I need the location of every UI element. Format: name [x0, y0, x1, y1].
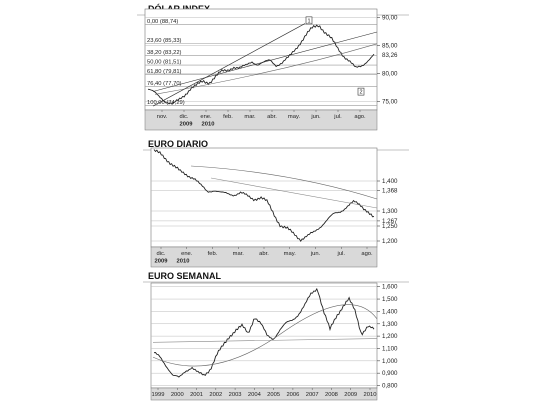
year-label: 2010 — [202, 122, 215, 128]
y-tick-label: 0,800 — [382, 383, 398, 390]
y-tick-label: 1,400 — [382, 308, 398, 315]
x-tick-label: dic. — [156, 251, 165, 257]
y-tick-label: 1,400 — [382, 178, 398, 185]
chart-panel-3: EURO SEMANAL 1,600 1,500 1,400 1,300 1,200 1,1… — [143, 271, 409, 401]
y-tick-label: 1,300 — [382, 208, 398, 215]
y-tick-label: 90,00 — [382, 14, 398, 21]
y-tick-label: 80,00 — [382, 71, 398, 78]
price-series — [147, 24, 375, 105]
x-tick-label: abr. — [259, 251, 269, 257]
moving-average — [152, 304, 378, 367]
x-axis: dic. ene. feb. mar. abr. may. jun. jul. ago. 2009… — [150, 246, 378, 268]
x-tick-label: feb. — [208, 251, 218, 257]
y-tick-label: 1,000 — [382, 358, 398, 365]
x-tick-label: 2000 — [171, 392, 184, 398]
moving-average — [154, 43, 378, 95]
x-tick-label: abr. — [267, 114, 277, 120]
fib-level-label: 38,20 (83,22) — [147, 50, 182, 56]
marker-box — [357, 87, 365, 96]
moving-average — [190, 165, 378, 200]
x-axis-band — [144, 109, 378, 131]
y-tick-label: 1,200 — [382, 333, 398, 340]
price-series — [153, 149, 375, 243]
x-tick-label: may. — [288, 114, 301, 120]
fib-level-label: 50,00 (81,51) — [147, 60, 182, 66]
y-tick-label: 1,300 — [382, 321, 398, 328]
y-tick-label: 1,368 — [382, 188, 398, 195]
y-tick-label: 75,00 — [382, 99, 398, 106]
x-tick-label: 2009 — [344, 392, 357, 398]
y-tick-label: 1,250 — [382, 223, 398, 230]
x-tick-label: 2006 — [286, 392, 299, 398]
x-axis: 1999 2000 2001 2002 2003 2004 2005 2006 2007 2008… — [150, 387, 378, 401]
marker-label: 1 — [307, 18, 310, 24]
x-tick-label: jun. — [310, 251, 321, 257]
trend-line — [152, 23, 306, 107]
x-tick-label: jun. — [310, 114, 321, 120]
x-tick-label: 2004 — [248, 392, 262, 398]
x-tick-label: mar. — [233, 251, 245, 257]
y-tick-label: 1,100 — [382, 345, 398, 352]
fib-level-label: 61,80 (79,81) — [147, 69, 182, 75]
x-tick-label: may. — [284, 251, 297, 257]
x-tick-label: ene. — [181, 251, 193, 257]
x-tick-label: jul. — [337, 251, 346, 257]
chart-title: EURO DIARIO — [148, 139, 208, 149]
x-tick-label: mar. — [244, 114, 256, 120]
y-tick-label: 0,900 — [382, 370, 398, 377]
y-tick-label: 1,200 — [382, 238, 398, 245]
x-axis-band — [150, 387, 378, 401]
chart-title: EURO SEMANAL — [148, 271, 222, 281]
marker-label: 2 — [359, 90, 362, 96]
x-tick-label: 2005 — [267, 392, 280, 398]
x-axis: nov. dic. ene. feb. mar. abr. may. jun. jul. ago.… — [144, 109, 378, 131]
x-tick-label: 2008 — [325, 392, 338, 398]
price-series — [153, 287, 375, 378]
chart-panel-1: DÓLAR INDEX 90,00 85,00 80,00 75,00 0,00 (88,… — [137, 3, 409, 131]
fib-level-label: 23,60 (85,33) — [147, 38, 182, 44]
x-tick-label: 1999 — [152, 392, 165, 398]
x-tick-label: 2003 — [229, 392, 242, 398]
x-tick-label: nov. — [157, 114, 168, 120]
y-tick-label: 85,00 — [382, 42, 398, 49]
fib-level-label: 76,40 (77,70) — [147, 81, 182, 87]
year-label: 2009 — [155, 259, 169, 265]
chart-title: DÓLAR INDEX — [148, 3, 210, 14]
y-tick-label: 1,600 — [382, 284, 398, 291]
x-tick-label: ene. — [200, 114, 212, 120]
fib-level-label: 0,00 (88,74) — [147, 19, 178, 25]
callout-label: 83,26 — [382, 52, 398, 59]
year-label: 2009 — [180, 122, 194, 128]
plot-area — [144, 8, 378, 111]
x-tick-label: 2001 — [190, 392, 203, 398]
trend-line — [152, 31, 378, 92]
trend-line — [210, 177, 378, 209]
x-tick-label: ago. — [354, 114, 366, 120]
x-tick-label: 2002 — [209, 392, 222, 398]
x-tick-label: jul. — [333, 114, 342, 120]
y-tick-label: 1,267 — [382, 218, 398, 225]
x-tick-label: ago. — [361, 251, 373, 257]
x-tick-label: 2010 — [364, 392, 377, 398]
year-label: 2010 — [177, 259, 190, 265]
x-tick-label: 2007 — [306, 392, 319, 398]
x-tick-label: feb. — [223, 114, 233, 120]
y-tick-label: 1,500 — [382, 296, 398, 303]
marker-box — [305, 16, 313, 25]
trend-line — [152, 338, 378, 343]
x-tick-label: dic. — [179, 114, 188, 120]
